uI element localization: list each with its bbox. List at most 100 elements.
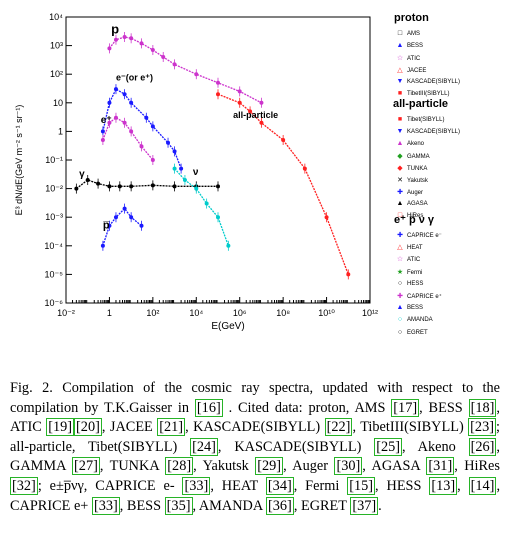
citation-link[interactable]: [27] [72, 457, 100, 476]
data-point-electron [107, 100, 112, 105]
legend-marker-icon: ✚ [397, 232, 403, 239]
y-axis-label: E³ dN/dE(GeV m⁻² s⁻¹ sr⁻¹) [14, 105, 24, 216]
legend-marker-icon: ☆ [396, 256, 404, 264]
data-point-electron [122, 92, 127, 97]
legend-entry: ▼ KASCADE(SIBYLL) [396, 78, 461, 85]
citation-link[interactable]: [19] [46, 418, 75, 437]
legend-marker-icon: ■ [397, 90, 403, 97]
citation-link[interactable]: [21] [157, 418, 186, 437]
legend-marker-icon: ✚ [397, 189, 403, 196]
legend-label: ATIC [407, 56, 421, 62]
data-point-proton [237, 89, 242, 94]
legend-label: AMS [407, 31, 421, 37]
data-point-proton [113, 37, 118, 42]
legend-entry: ◆ GAMMA [396, 152, 429, 160]
y-tick-label: 10 [53, 98, 63, 108]
citation-link[interactable]: [31] [426, 457, 455, 476]
legend-marker-icon: ✚ [397, 293, 403, 300]
legend-label: BESS [407, 305, 424, 312]
data-point-gamma [172, 184, 177, 189]
y-tick-label: 10⁻¹ [45, 155, 63, 165]
data-point-electron [144, 115, 149, 120]
legend-label: CAPRICE e⁺ [407, 294, 442, 300]
y-tick-label: 1 [58, 126, 63, 136]
citation-link[interactable]: [23] [468, 418, 496, 437]
citation-link[interactable]: [30] [334, 457, 363, 476]
data-point-antiproton [122, 206, 127, 211]
citation-link[interactable]: [14] [468, 476, 497, 495]
annotation-antiproton: p̅ [103, 220, 111, 232]
citation-link[interactable]: [36] [265, 496, 294, 515]
citation-link[interactable]: [18] [468, 398, 497, 417]
data-point-gamma [216, 184, 220, 189]
citation-link[interactable]: [22] [324, 418, 353, 437]
citation-link[interactable]: [35] [164, 496, 193, 515]
citation-link[interactable]: [34] [265, 476, 294, 495]
citation-link[interactable]: [33] [91, 496, 120, 515]
legend-label: Fermi [407, 269, 423, 276]
legend-marker-icon: ▲ [396, 42, 404, 49]
y-tick-label: 10⁻³ [45, 212, 63, 222]
figure-caption: Fig. 2. Compilation of the cosmic ray sp… [10, 379, 500, 516]
legend-marker-icon: △ [397, 67, 403, 74]
data-point-electron [179, 166, 184, 171]
legend-entry: △ HEAT [396, 243, 422, 252]
legend-entry: ☆ ATIC [396, 54, 420, 62]
citation-link[interactable]: [16] [194, 398, 223, 417]
legend-entry: ■ TibetIII(SIBYLL) [396, 90, 450, 97]
caption-text: , BESS [119, 497, 165, 514]
caption-text: ; all-particle, Tibet(SIBYLL) [10, 419, 500, 455]
x-tick-label: 10⁸ [276, 308, 290, 318]
legend-marker-icon: ◆ [397, 165, 403, 172]
caption-text: , HiRes [454, 458, 500, 475]
citation-link[interactable]: [25] [374, 437, 403, 456]
citation-link[interactable]: [26] [468, 437, 497, 456]
data-point-proton [216, 80, 220, 85]
legend-entry: □ AMS [396, 30, 420, 37]
legend-entry: ✚ Auger [396, 188, 423, 196]
citation-link[interactable]: [32] [10, 476, 38, 495]
data-point-positron [129, 129, 134, 134]
legend-marker-icon: ★ [396, 268, 404, 276]
caption-text: , AGASA [362, 458, 427, 475]
annotation-proton: p [111, 22, 119, 37]
legend-marker-icon: ▼ [396, 128, 404, 135]
data-point-all-particle [248, 109, 253, 114]
caption-text: , Fermi [293, 477, 348, 494]
citation-link[interactable]: [20] [74, 418, 102, 437]
data-point-proton [161, 54, 166, 59]
legend-entry: ○ HESS [396, 280, 423, 287]
citation-link[interactable]: [37] [350, 496, 379, 515]
data-point-proton [129, 36, 134, 41]
legend-marker-icon: ✕ [397, 177, 403, 184]
citation-link[interactable]: [13] [429, 476, 458, 495]
legend-label: Auger [407, 190, 424, 196]
annotation-positron: e⁺ [101, 115, 112, 126]
citation-link[interactable]: [29] [255, 457, 284, 476]
citation-link[interactable]: [17] [391, 398, 420, 417]
citation-link[interactable]: [15] [347, 476, 376, 495]
legend-marker-icon: ▼ [396, 78, 404, 85]
legend-marker-icon: ▲ [396, 140, 404, 147]
caption-text: , BESS [419, 399, 469, 416]
data-point-electron [113, 87, 118, 92]
annotation-gamma: γ [79, 169, 85, 180]
x-axis-label: E(GeV) [211, 321, 244, 332]
data-point-all-particle [346, 272, 351, 277]
data-point-proton [150, 48, 155, 53]
legend-entry: ▲ BESS [396, 304, 423, 311]
caption-text: , KASCADE(SIBYLL) [217, 438, 375, 455]
legend-marker-icon: ■ [397, 116, 403, 123]
citation-link[interactable]: [24] [190, 437, 218, 456]
citation-link[interactable]: [28] [165, 457, 194, 476]
legend-label: EGRET [407, 329, 428, 336]
data-point-electron [100, 129, 105, 134]
citation-link[interactable]: [33] [182, 476, 211, 495]
legend-marker-icon: △ [397, 244, 403, 252]
series-line-antiproton [102, 207, 142, 247]
legend-entry: ✕ Yakutsk [396, 176, 428, 184]
data-point-electron [166, 140, 171, 145]
legend-label: Yakutsk [407, 178, 428, 184]
caption-text: , CAPRICE e+ [10, 477, 501, 514]
caption-text: , Yakutsk [193, 458, 256, 475]
